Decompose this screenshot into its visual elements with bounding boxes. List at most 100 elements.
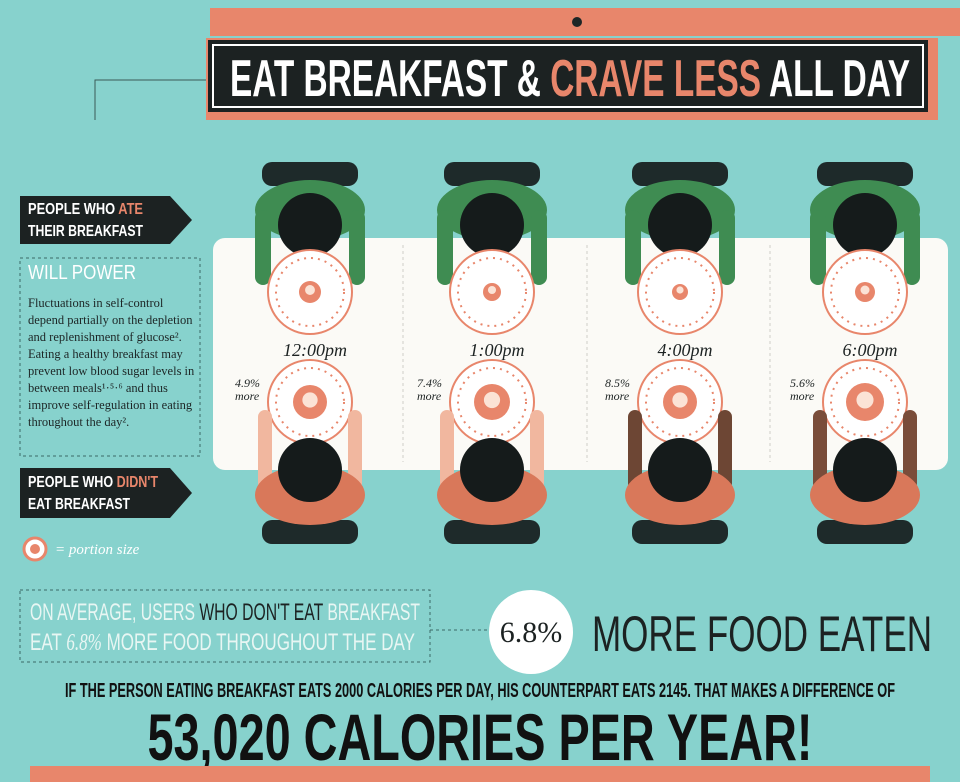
big-total: 53,020 CALORIES PER YEAR! xyxy=(148,700,813,774)
arm xyxy=(628,410,642,490)
legend-didnt-line2: EAT BREAKFAST xyxy=(28,496,130,513)
summary-highlight: WHO DON'T EAT xyxy=(199,599,323,626)
portion-food xyxy=(30,544,40,554)
arm xyxy=(255,210,271,285)
increase: 8.5% xyxy=(605,376,630,390)
arm xyxy=(719,210,735,285)
head xyxy=(460,438,524,502)
arm xyxy=(904,210,920,285)
will-power-box xyxy=(19,257,201,457)
food-center xyxy=(860,285,870,295)
connector xyxy=(94,79,206,120)
badge xyxy=(489,590,573,674)
plate-ring xyxy=(645,257,715,327)
head xyxy=(278,438,342,502)
chair xyxy=(444,162,540,186)
increase-unit: more xyxy=(417,389,442,403)
legend-didnt-box xyxy=(20,468,192,518)
increase: 7.4% xyxy=(417,376,442,390)
will-power: WILL POWER Fluctuations in self-control … xyxy=(28,262,196,431)
chair xyxy=(817,162,913,186)
plate-ring xyxy=(457,257,527,327)
title-box xyxy=(208,40,928,112)
legend-highlight: ATE xyxy=(118,201,143,218)
food-center xyxy=(672,392,688,408)
food-center xyxy=(483,391,501,409)
arm xyxy=(625,210,641,285)
footnote: IF THE PERSON EATING BREAKFAST EATS 2000… xyxy=(65,680,895,702)
arm xyxy=(440,410,454,490)
badge-value: 6.8% xyxy=(500,616,563,649)
summary-part: ON AVERAGE, USERS xyxy=(30,599,195,626)
legend-part: PEOPLE WHO xyxy=(28,201,115,218)
arm xyxy=(810,210,826,285)
summary-part: EAT xyxy=(30,629,62,656)
arm xyxy=(903,410,917,490)
title-part: EAT BREAKFAST & xyxy=(230,50,541,108)
plate-ring xyxy=(457,367,527,437)
arm xyxy=(258,410,272,490)
arm xyxy=(718,410,732,490)
head xyxy=(648,193,712,257)
food-center xyxy=(305,285,315,295)
chair xyxy=(262,520,358,544)
increase-unit: more xyxy=(790,389,815,403)
bottom-band xyxy=(30,766,930,782)
chair xyxy=(444,520,540,544)
legend-didnt: PEOPLE WHO DIDN'T xyxy=(28,474,158,491)
legend-ate-box xyxy=(20,196,192,244)
plate-ring xyxy=(645,367,715,437)
time: 4:00pm xyxy=(658,340,713,360)
portion-label: = portion size xyxy=(55,542,140,558)
will-power-heading: WILL POWER xyxy=(28,262,137,284)
chair xyxy=(262,162,358,186)
table xyxy=(213,238,948,470)
title-highlight: CRAVE LESS xyxy=(550,50,761,108)
summary-line2: EAT 6.8% MORE FOOD THROUGHOUT THE DAY xyxy=(30,629,415,656)
arm xyxy=(349,210,365,285)
plate-ring xyxy=(830,367,900,437)
increase: 5.6% xyxy=(790,376,815,390)
food-center xyxy=(856,391,874,409)
title-border xyxy=(212,44,924,108)
increase-unit: more xyxy=(235,389,260,403)
dot xyxy=(572,17,582,27)
head xyxy=(278,193,342,257)
legend-part: PEOPLE WHO xyxy=(28,474,113,491)
head xyxy=(648,438,712,502)
summary-number: 6.8% xyxy=(66,630,102,656)
top-band xyxy=(210,8,960,36)
head xyxy=(833,193,897,257)
arm xyxy=(348,410,362,490)
time: 6:00pm xyxy=(843,340,898,360)
food-center xyxy=(676,286,684,294)
title: EAT BREAKFAST & CRAVE LESS ALL DAY xyxy=(230,50,910,108)
chair xyxy=(817,520,913,544)
arm xyxy=(531,210,547,285)
title-part: ALL DAY xyxy=(769,50,910,108)
chair xyxy=(632,162,728,186)
summary-part: MORE FOOD THROUGHOUT THE DAY xyxy=(107,629,415,656)
legend-highlight: DIDN'T xyxy=(117,474,159,491)
headline: MORE FOOD EATEN xyxy=(592,606,932,662)
food-center xyxy=(302,392,318,408)
legend-ate: PEOPLE WHO ATE xyxy=(28,201,143,218)
arm xyxy=(813,410,827,490)
arm xyxy=(437,210,453,285)
will-power-body: Fluctuations in self-control depend part… xyxy=(28,296,195,429)
increase: 4.9% xyxy=(235,376,260,390)
time: 12:00pm xyxy=(283,340,347,360)
time: 1:00pm xyxy=(470,340,525,360)
summary-box xyxy=(19,589,431,663)
chair xyxy=(632,520,728,544)
food-center xyxy=(487,285,497,295)
legend-ate-line2: THEIR BREAKFAST xyxy=(28,223,143,240)
head xyxy=(460,193,524,257)
head xyxy=(833,438,897,502)
arm xyxy=(530,410,544,490)
increase-unit: more xyxy=(605,389,630,403)
summary-line1: ON AVERAGE, USERS WHO DON'T EAT BREAKFAS… xyxy=(30,599,420,626)
plate-ring xyxy=(830,257,900,327)
